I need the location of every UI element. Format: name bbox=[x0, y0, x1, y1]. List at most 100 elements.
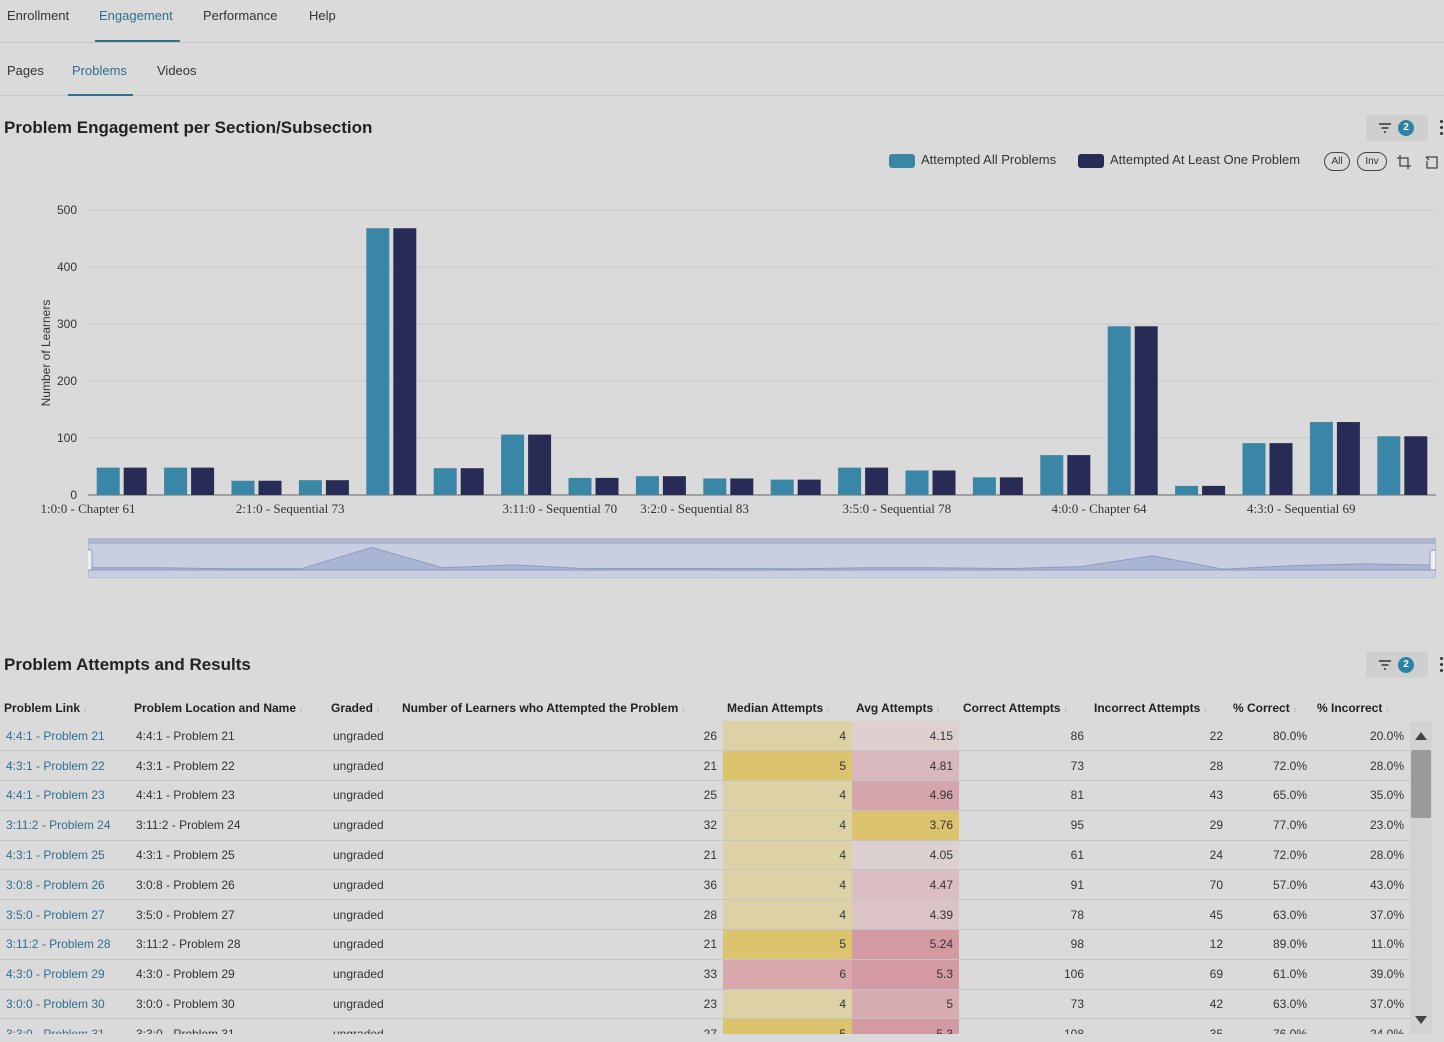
bar[interactable] bbox=[999, 477, 1023, 495]
column-header[interactable]: Problem Link ↕ bbox=[4, 700, 88, 715]
bar[interactable] bbox=[460, 468, 484, 495]
tab-help[interactable]: Help bbox=[309, 8, 336, 23]
sort-icon[interactable]: ↕ bbox=[1203, 704, 1208, 714]
bar[interactable] bbox=[1067, 455, 1091, 495]
bar[interactable] bbox=[1202, 485, 1226, 495]
bar[interactable] bbox=[433, 468, 457, 495]
problem-link[interactable]: 3:11:2 - Problem 24 bbox=[0, 810, 130, 841]
bar[interactable] bbox=[595, 477, 619, 495]
column-header[interactable]: Incorrect Attempts ↕ bbox=[1094, 700, 1208, 715]
bar[interactable] bbox=[298, 480, 322, 495]
chart-zoom-slider[interactable] bbox=[88, 538, 1436, 578]
problem-link[interactable]: 3:5:0 - Problem 27 bbox=[0, 899, 130, 931]
scroll-thumb[interactable] bbox=[1411, 750, 1431, 818]
tab-enrollment[interactable]: Enrollment bbox=[7, 8, 70, 23]
scroll-up-icon[interactable] bbox=[1415, 732, 1427, 740]
bar[interactable] bbox=[258, 480, 282, 495]
bar[interactable] bbox=[730, 478, 754, 495]
tab-performance[interactable]: Performance bbox=[203, 8, 278, 23]
bar[interactable] bbox=[905, 470, 929, 495]
sort-icon[interactable]: ↕ bbox=[681, 704, 686, 714]
problem-link[interactable]: 4:4:1 - Problem 23 bbox=[0, 780, 130, 811]
bar[interactable] bbox=[1242, 443, 1266, 495]
legend-select-all-button[interactable]: All bbox=[1324, 152, 1350, 171]
tab-engagement[interactable]: Engagement bbox=[99, 8, 173, 23]
legend-item-attempted-all[interactable]: Attempted All Problems bbox=[889, 150, 1069, 172]
bar[interactable] bbox=[123, 467, 147, 495]
bar[interactable] bbox=[528, 434, 552, 495]
bar[interactable] bbox=[1269, 443, 1293, 495]
subtab-pages[interactable]: Pages bbox=[7, 63, 44, 78]
zoom-top-bar[interactable] bbox=[88, 538, 1436, 544]
table-scrollbar[interactable] bbox=[1410, 722, 1432, 1034]
column-header[interactable]: % Correct ↕ bbox=[1233, 700, 1297, 715]
bar[interactable] bbox=[1040, 455, 1064, 495]
sort-icon[interactable]: ↕ bbox=[1385, 704, 1390, 714]
chart-more-icon[interactable] bbox=[1440, 120, 1444, 138]
bar[interactable] bbox=[568, 477, 592, 495]
subtab-problems[interactable]: Problems bbox=[72, 63, 127, 78]
bar[interactable] bbox=[1309, 422, 1333, 495]
problem-link[interactable]: 4:3:1 - Problem 25 bbox=[0, 840, 130, 871]
table-cell: 3:11:2 - Problem 28 bbox=[130, 929, 327, 960]
bar[interactable] bbox=[366, 228, 390, 496]
problem-link[interactable]: 4:3:1 - Problem 22 bbox=[0, 750, 130, 782]
bar[interactable] bbox=[96, 467, 120, 495]
zoom-handle-left[interactable] bbox=[88, 549, 93, 571]
problem-link[interactable]: 3:11:2 - Problem 28 bbox=[0, 929, 130, 960]
column-header[interactable]: Graded ↕ bbox=[331, 700, 381, 715]
bar[interactable] bbox=[703, 478, 727, 495]
table-row: 3:5:0 - Problem 27 3:5:0 - Problem 27 ungr… bbox=[0, 899, 1410, 931]
bar[interactable] bbox=[164, 467, 188, 495]
column-header[interactable]: Avg Attempts ↕ bbox=[856, 700, 941, 715]
y-axis-label: Number of Learners bbox=[39, 300, 53, 407]
column-header[interactable]: Median Attempts ↕ bbox=[727, 700, 831, 715]
bar[interactable] bbox=[797, 479, 821, 495]
legend-item-attempted-one[interactable]: Attempted At Least One Problem bbox=[1078, 150, 1318, 172]
sort-icon[interactable]: ↕ bbox=[299, 704, 304, 714]
table-filter-button[interactable]: 2 bbox=[1366, 652, 1428, 678]
problem-link[interactable]: 4:4:1 - Problem 21 bbox=[0, 721, 130, 752]
bar[interactable] bbox=[838, 467, 862, 495]
bar[interactable] bbox=[865, 467, 889, 495]
bar[interactable] bbox=[1336, 422, 1360, 495]
bar[interactable] bbox=[1175, 485, 1199, 495]
column-header[interactable]: Correct Attempts ↕ bbox=[963, 700, 1068, 715]
bar[interactable] bbox=[770, 479, 794, 495]
column-header[interactable]: Problem Location and Name ↕ bbox=[134, 700, 304, 715]
sort-icon[interactable]: ↕ bbox=[1063, 704, 1068, 714]
bar[interactable] bbox=[972, 477, 996, 495]
zoom-reset-icon[interactable] bbox=[1423, 154, 1439, 170]
column-header[interactable]: Number of Learners who Attempted the Pro… bbox=[402, 700, 686, 715]
zoom-handle-right[interactable] bbox=[1429, 549, 1436, 571]
sort-icon[interactable]: ↕ bbox=[936, 704, 941, 714]
problem-link[interactable]: 3:3:0 - Problem 31 bbox=[0, 1018, 130, 1034]
bar[interactable] bbox=[1404, 436, 1428, 495]
problem-link[interactable]: 3:0:0 - Problem 30 bbox=[0, 989, 130, 1020]
bar[interactable] bbox=[393, 228, 417, 496]
legend-inverse-button[interactable]: Inv bbox=[1357, 152, 1387, 171]
bar[interactable] bbox=[662, 476, 686, 495]
subtab-videos[interactable]: Videos bbox=[157, 63, 197, 78]
table-more-icon[interactable] bbox=[1440, 657, 1444, 675]
sort-icon[interactable]: ↕ bbox=[376, 704, 381, 714]
scroll-down-icon[interactable] bbox=[1415, 1016, 1427, 1024]
bar[interactable] bbox=[932, 470, 956, 495]
bar[interactable] bbox=[191, 467, 215, 495]
sort-icon[interactable]: ↕ bbox=[1292, 704, 1297, 714]
bar[interactable] bbox=[1107, 326, 1131, 495]
bar[interactable] bbox=[325, 480, 349, 495]
bar[interactable] bbox=[1134, 326, 1158, 495]
chart-filter-button[interactable]: 2 bbox=[1366, 115, 1428, 141]
bar[interactable] bbox=[635, 476, 659, 495]
problem-link[interactable]: 4:3:0 - Problem 29 bbox=[0, 959, 130, 990]
column-header[interactable]: % Incorrect ↕ bbox=[1317, 700, 1390, 715]
bar[interactable] bbox=[1377, 436, 1401, 495]
sort-icon[interactable]: ↕ bbox=[826, 704, 831, 714]
bar[interactable] bbox=[231, 480, 255, 495]
zoom-select-icon[interactable] bbox=[1396, 154, 1412, 170]
sort-icon[interactable]: ↕ bbox=[83, 704, 88, 714]
problem-link[interactable]: 3:0:8 - Problem 26 bbox=[0, 869, 130, 901]
table-row: 3:0:0 - Problem 30 3:0:0 - Problem 30 ungr… bbox=[0, 989, 1410, 1020]
bar[interactable] bbox=[501, 434, 525, 495]
